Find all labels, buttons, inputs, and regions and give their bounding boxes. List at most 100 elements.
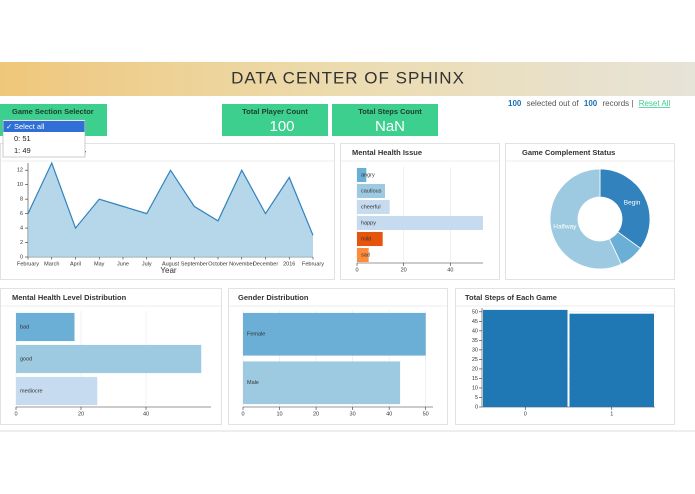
counter-title: Total Steps Count bbox=[358, 107, 422, 116]
bar bbox=[357, 247, 369, 263]
bar bbox=[16, 376, 98, 406]
x-tick-label: 20 bbox=[313, 411, 319, 417]
records-text: records | bbox=[602, 99, 633, 108]
bar-label: angry bbox=[361, 172, 375, 178]
y-tick-label: 8 bbox=[20, 197, 23, 203]
counter-value: 100 bbox=[269, 118, 294, 135]
panel bbox=[228, 288, 448, 425]
bar bbox=[243, 361, 401, 405]
counter-value: NaN bbox=[375, 118, 405, 135]
bar-label: Male bbox=[247, 380, 259, 386]
y-tick-label: 15 bbox=[472, 376, 478, 382]
records-info: 100 selected out of 100 records | Reset … bbox=[508, 99, 670, 108]
x-tick-label: April bbox=[70, 261, 81, 267]
bar-label: happy bbox=[361, 220, 376, 226]
y-tick-label: 40 bbox=[472, 328, 478, 334]
x-tick-label: 2016 bbox=[283, 261, 295, 267]
y-tick-label: 20 bbox=[472, 366, 478, 372]
x-tick-label: 30 bbox=[350, 411, 356, 417]
slice-label: Begin bbox=[624, 199, 641, 206]
x-tick-label: 20 bbox=[401, 267, 407, 273]
slice-label: Halfway bbox=[553, 224, 577, 231]
x-tick-label: July bbox=[142, 261, 152, 267]
area-fill bbox=[28, 163, 313, 257]
x-tick-label: June bbox=[117, 261, 129, 267]
y-tick-label: 2 bbox=[20, 240, 23, 246]
records-text: selected out of bbox=[527, 99, 580, 108]
bar-label: good bbox=[20, 356, 32, 362]
x-tick-label: February bbox=[17, 261, 39, 267]
total-count: 100 bbox=[584, 99, 598, 108]
bar-label: mild bbox=[361, 236, 371, 242]
y-tick-label: 25 bbox=[472, 357, 478, 363]
x-tick-label: 0 bbox=[524, 411, 527, 417]
dropdown-selected bbox=[3, 121, 85, 132]
chart-title: Gender Distribution bbox=[238, 293, 309, 302]
x-tick-label: 40 bbox=[143, 411, 149, 417]
x-tick-label: November bbox=[229, 261, 255, 267]
bar bbox=[357, 167, 367, 183]
x-tick-label: 1 bbox=[610, 411, 613, 417]
x-tick-label: 40 bbox=[386, 411, 392, 417]
bar bbox=[569, 313, 654, 407]
bar-label: cautious bbox=[361, 188, 382, 194]
check-mark: ✓ bbox=[6, 122, 12, 131]
x-tick-label: 0 bbox=[241, 411, 244, 417]
y-tick-label: 30 bbox=[472, 347, 478, 353]
y-tick-label: 4 bbox=[20, 226, 23, 232]
selected-count: 100 bbox=[508, 99, 522, 108]
chart-title: Game Complement Status bbox=[522, 148, 615, 157]
x-tick-label: December bbox=[253, 261, 279, 267]
x-tick-label: 10 bbox=[276, 411, 282, 417]
dropdown-option[interactable]: Select all bbox=[14, 122, 45, 131]
line bbox=[27, 161, 314, 236]
dropdown-option[interactable]: 1: 49 bbox=[14, 146, 31, 155]
y-tick-label: 10 bbox=[472, 385, 478, 391]
x-tick-label: 0 bbox=[355, 267, 358, 273]
bar bbox=[16, 312, 75, 342]
dropdown[interactable]: ✓ Select all 0: 51 1: 49 bbox=[2, 119, 86, 158]
x-tick-label: August bbox=[162, 261, 180, 267]
x-tick-label: 40 bbox=[447, 267, 453, 273]
y-tick-label: 35 bbox=[472, 338, 478, 344]
x-tick-label: September bbox=[181, 261, 208, 267]
bar-label: cheerful bbox=[361, 204, 381, 210]
bar-label: mediocre bbox=[20, 388, 43, 394]
bar bbox=[483, 309, 568, 407]
y-tick-label: 5 bbox=[475, 395, 478, 401]
bar-label: sad bbox=[361, 252, 370, 258]
counter-box bbox=[222, 104, 328, 136]
y-tick-label: 50 bbox=[472, 309, 478, 315]
bar bbox=[357, 215, 483, 231]
dropdown-option[interactable]: 0: 51 bbox=[14, 134, 31, 143]
x-tick-label: March bbox=[44, 261, 59, 267]
y-tick-label: 12 bbox=[17, 168, 23, 174]
y-tick-label: 10 bbox=[17, 182, 23, 188]
counter-title: Total Player Count bbox=[242, 107, 308, 116]
bar-label: bad bbox=[20, 324, 29, 330]
page-title: DATA CENTER OF SPHINX bbox=[231, 68, 465, 87]
donut-slice bbox=[549, 168, 622, 270]
bar bbox=[357, 199, 390, 215]
chart-title: Mental Health Level Distribution bbox=[12, 293, 127, 302]
banner bbox=[0, 62, 695, 96]
x-tick-label: October bbox=[208, 261, 228, 267]
chart-title: Mental Health Issue bbox=[352, 148, 422, 157]
chart-title: Total Steps of Each Game bbox=[465, 293, 557, 302]
y-tick-label: 6 bbox=[20, 211, 23, 217]
x-tick-label: February bbox=[302, 261, 324, 267]
x-tick-label: 50 bbox=[423, 411, 429, 417]
counter-box bbox=[332, 104, 438, 136]
charts: y024681012FebruaryMarchAprilMayJuneJulyA… bbox=[0, 143, 675, 425]
reset-link[interactable]: Reset All bbox=[639, 99, 671, 108]
selector-title: Game Section Selector bbox=[12, 107, 94, 116]
y-tick-label: 0 bbox=[20, 254, 23, 260]
x-tick-label: 20 bbox=[78, 411, 84, 417]
bar bbox=[357, 183, 385, 199]
bar-label: Female bbox=[247, 332, 265, 338]
x-axis-label: Year bbox=[160, 266, 177, 275]
donut-slice bbox=[599, 168, 651, 249]
y-tick-label: 45 bbox=[472, 319, 478, 325]
